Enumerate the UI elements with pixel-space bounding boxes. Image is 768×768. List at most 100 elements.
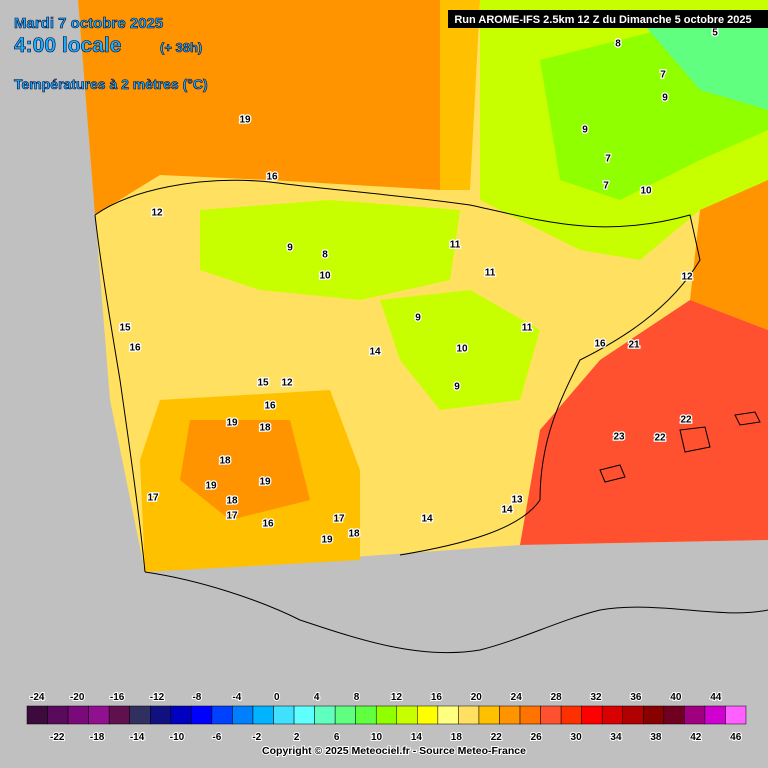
contour-label: 10 bbox=[456, 344, 468, 355]
contour-label: 9 bbox=[454, 382, 460, 393]
legend-tick-label: 32 bbox=[590, 692, 602, 703]
legend-swatch bbox=[47, 705, 69, 725]
legend-swatch bbox=[232, 705, 254, 725]
legend-swatch bbox=[67, 705, 89, 725]
legend-tick-label: -22 bbox=[50, 732, 65, 743]
legend-tick-label: 40 bbox=[670, 692, 682, 703]
contour-label: 15 bbox=[257, 378, 269, 389]
legend-tick-label: 8 bbox=[354, 692, 360, 703]
legend-tick-label: 6 bbox=[334, 732, 340, 743]
legend-swatch bbox=[375, 705, 398, 725]
legend-swatch bbox=[704, 705, 726, 725]
legend-tick-label: 28 bbox=[551, 692, 563, 703]
legend-tick-label: -24 bbox=[30, 692, 45, 703]
contour-label: 9 bbox=[415, 313, 421, 324]
contour-label: 18 bbox=[348, 529, 360, 540]
contour-label: 15 bbox=[119, 323, 131, 334]
legend-tick-label: 46 bbox=[730, 732, 742, 743]
contour-label: 16 bbox=[129, 343, 141, 354]
legend-tick-label: 24 bbox=[511, 692, 523, 703]
legend-swatch bbox=[601, 705, 623, 725]
legend-tick-label: -12 bbox=[150, 692, 165, 703]
legend-tick-label: -4 bbox=[232, 692, 241, 703]
contour-label: 17 bbox=[226, 511, 238, 522]
legend-swatch bbox=[396, 705, 418, 725]
contour-label: 11 bbox=[522, 323, 533, 334]
contour-label: 7 bbox=[603, 181, 609, 192]
color-legend: -24 -20 -16 -12 -8 -4 0 4 8 12 16 20 24 28 32 36 40 44-22… bbox=[26, 691, 747, 744]
legend-swatch bbox=[499, 705, 521, 725]
contour-label: 22 bbox=[680, 415, 692, 426]
legend-swatch bbox=[581, 705, 603, 725]
contour-label: 18 bbox=[259, 423, 271, 434]
legend-swatch bbox=[355, 705, 377, 725]
contour-label: 18 bbox=[219, 456, 231, 467]
contour-label: 8 bbox=[322, 250, 328, 261]
legend-swatch bbox=[108, 705, 130, 725]
legend-swatch bbox=[314, 705, 336, 725]
legend-tick-label: 26 bbox=[531, 732, 543, 743]
legend-tick-label: -20 bbox=[70, 692, 85, 703]
run-box bbox=[448, 10, 768, 28]
legend-tick-label: -6 bbox=[212, 732, 221, 743]
contour-label: 11 bbox=[485, 268, 496, 279]
contour-label: 16 bbox=[266, 172, 278, 183]
contour-label: 21 bbox=[628, 340, 640, 351]
legend-swatch bbox=[684, 705, 706, 725]
legend-swatch bbox=[478, 705, 500, 725]
run-info: Run AROME-IFS 2.5km 12 Z du Dimanche 5 o… bbox=[454, 14, 751, 26]
legend-tick-label: -16 bbox=[110, 692, 125, 703]
legend-tick-label: 22 bbox=[491, 732, 503, 743]
legend-tick-label: 16 bbox=[431, 692, 443, 703]
legend-tick-label: 44 bbox=[710, 692, 722, 703]
legend-tick-label: -8 bbox=[192, 692, 201, 703]
legend-swatch bbox=[437, 705, 459, 725]
contour-label: 7 bbox=[605, 154, 611, 165]
legend-swatch bbox=[540, 705, 562, 725]
legend-swatch bbox=[663, 705, 685, 725]
contour-label: 12 bbox=[281, 378, 293, 389]
legend-tick-label: 2 bbox=[294, 732, 300, 743]
legend-tick-label: 4 bbox=[314, 692, 320, 703]
legend-tick-label: 12 bbox=[391, 692, 403, 703]
legend-tick-label: 14 bbox=[411, 732, 423, 743]
contour-label: 9 bbox=[662, 93, 668, 104]
legend-tick-label: 20 bbox=[471, 692, 483, 703]
legend-swatch bbox=[417, 705, 439, 725]
legend-swatch bbox=[293, 705, 315, 725]
contour-label: 16 bbox=[264, 401, 276, 412]
time: 4:00 locale bbox=[14, 34, 121, 57]
contour-label: 19 bbox=[321, 535, 333, 546]
contour-label: 5 bbox=[712, 28, 718, 39]
contour-label: 12 bbox=[151, 208, 163, 219]
contour-label: 10 bbox=[640, 186, 652, 197]
legend-tick-label: 10 bbox=[371, 732, 383, 743]
contour-label: 14 bbox=[421, 514, 433, 525]
legend-tick-label: 18 bbox=[451, 732, 463, 743]
contour-label: 19 bbox=[226, 418, 238, 429]
legend-swatch bbox=[211, 705, 233, 725]
contour-label: 16 bbox=[262, 519, 274, 530]
contour-label: 14 bbox=[501, 505, 513, 516]
legend-swatch bbox=[643, 705, 665, 725]
legend-swatch bbox=[273, 705, 295, 725]
contour-label: 17 bbox=[333, 514, 345, 525]
legend-swatch bbox=[458, 705, 480, 725]
parameter: Températures à 2 mètres (°C) bbox=[14, 76, 208, 92]
legend-tick-label: 42 bbox=[690, 732, 702, 743]
legend-tick-label: -18 bbox=[90, 732, 105, 743]
legend-swatch bbox=[252, 705, 274, 725]
date: Mardi 7 octobre 2025 bbox=[14, 15, 163, 32]
legend-tick-label: 30 bbox=[571, 732, 583, 743]
contour-label: 23 bbox=[613, 432, 625, 443]
contour-label: 7 bbox=[660, 70, 666, 81]
lead-time: (+ 38h) bbox=[160, 40, 202, 55]
contour-label: 8 bbox=[615, 39, 621, 50]
contour-label: 14 bbox=[369, 347, 381, 358]
legend-swatch bbox=[191, 705, 213, 725]
legend-swatch bbox=[334, 705, 356, 725]
contour-label: 11 bbox=[450, 240, 461, 251]
contour-label: 17 bbox=[147, 493, 159, 504]
legend-tick-label: 34 bbox=[610, 732, 622, 743]
